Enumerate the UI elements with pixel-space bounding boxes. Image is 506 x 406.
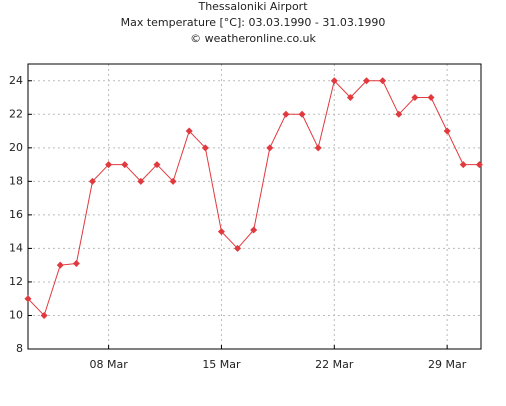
data-point <box>330 77 338 85</box>
plot-frame <box>27 63 482 350</box>
y-tick-label: 14 <box>9 241 23 254</box>
data-point <box>201 144 209 152</box>
x-tick-label: 29 Mar <box>428 358 467 371</box>
y-tick-label: 18 <box>9 174 23 187</box>
chart-title: Thessaloniki Airport <box>197 0 308 13</box>
y-tick-label: 12 <box>9 275 23 288</box>
data-point <box>234 244 242 252</box>
data-point <box>250 226 258 234</box>
x-tick-label: 15 Mar <box>202 358 241 371</box>
data-point <box>40 311 48 319</box>
data-point <box>137 177 145 185</box>
data-point <box>314 144 322 152</box>
data-point <box>282 110 290 118</box>
data-point <box>395 110 403 118</box>
data-point <box>105 161 113 169</box>
data-point <box>346 94 354 102</box>
chart-credit: © weatheronline.co.uk <box>190 32 316 45</box>
data-point <box>24 295 32 303</box>
data-point <box>169 177 177 185</box>
data-point <box>379 77 387 85</box>
y-tick-label: 20 <box>9 141 23 154</box>
y-tick-label: 8 <box>16 342 23 355</box>
y-tick-label: 24 <box>9 74 23 87</box>
x-tick-label: 08 Mar <box>89 358 128 371</box>
data-point <box>185 127 193 135</box>
data-point <box>427 94 435 102</box>
data-point <box>411 94 419 102</box>
data-point <box>153 161 161 169</box>
chart-subtitle: Max temperature [°C]: 03.03.1990 - 31.03… <box>121 16 386 29</box>
data-point <box>363 77 371 85</box>
data-point <box>121 161 129 169</box>
data-point <box>475 161 483 169</box>
data-line <box>27 79 480 317</box>
data-point <box>56 261 64 269</box>
data-point <box>217 228 225 236</box>
data-point <box>88 177 96 185</box>
y-tick-label: 10 <box>9 308 23 321</box>
y-tick-label: 16 <box>9 208 23 221</box>
data-point <box>266 144 274 152</box>
y-tick-label: 22 <box>9 107 23 120</box>
data-point <box>72 260 80 267</box>
data-point <box>459 161 467 169</box>
data-point <box>298 110 306 118</box>
x-tick-label: 22 Mar <box>315 358 354 371</box>
data-point <box>443 127 451 135</box>
